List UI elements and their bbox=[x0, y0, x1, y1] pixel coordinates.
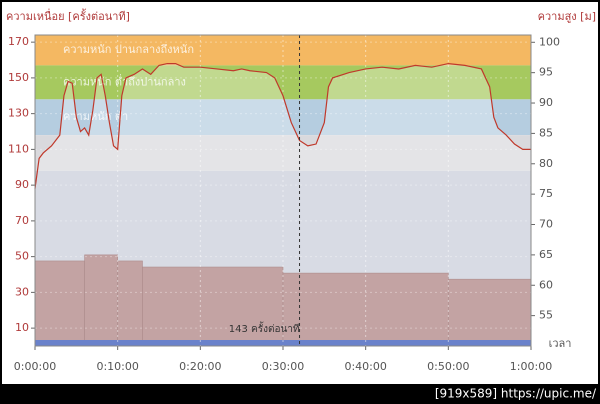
y-tick-label: 170 bbox=[8, 35, 29, 48]
y-tick-label: 70 bbox=[15, 214, 29, 227]
y2-tick-label: 65 bbox=[539, 248, 553, 261]
y2-tick-label: 95 bbox=[539, 66, 553, 79]
altitude-area bbox=[117, 260, 143, 347]
watermark: [919x589] https://upic.me/ bbox=[435, 387, 597, 401]
y2-tick-label: 100 bbox=[539, 35, 560, 48]
y-tick-label: 50 bbox=[15, 250, 29, 263]
x-tick-label: 0:40:00 bbox=[344, 360, 386, 373]
x-tick-label: 0:00:00 bbox=[14, 360, 56, 373]
x-tick-label: 0:30:00 bbox=[262, 360, 304, 373]
y-tick-label: 30 bbox=[15, 285, 29, 298]
altitude-area bbox=[142, 266, 284, 347]
x-tick-label: 0:20:00 bbox=[179, 360, 221, 373]
hr-line bbox=[34, 62, 531, 189]
y2-tick-label: 55 bbox=[539, 309, 553, 322]
y2-tick-label: 70 bbox=[539, 218, 553, 231]
footer-bar bbox=[0, 384, 600, 404]
y2-tick-label: 80 bbox=[539, 157, 553, 170]
x-tick-label: 1:00:00 bbox=[510, 360, 552, 373]
zone-strip bbox=[35, 340, 531, 346]
y-tick-label: 110 bbox=[8, 142, 29, 155]
hr-area bbox=[35, 63, 531, 346]
x-tick-label: 0:50:00 bbox=[427, 360, 469, 373]
y-axis-label: ความเหนื่อย [ครั้งต่อนาที] bbox=[6, 8, 130, 23]
y2-tick-label: 60 bbox=[539, 278, 553, 291]
y-tick-label: 150 bbox=[8, 71, 29, 84]
plot-frame bbox=[34, 34, 532, 347]
zone-label: ความหนัก ต่ำ bbox=[63, 108, 128, 123]
zone-label: ความหนัก ปานกลางถึงหนัก bbox=[63, 43, 194, 56]
cursor-annotation: 143 ครั้งต่อนาที bbox=[229, 321, 300, 335]
y2-axis-label: ความสูง [ม] bbox=[538, 10, 596, 23]
y-tick-label: 130 bbox=[8, 107, 29, 120]
y-tick-label: 10 bbox=[15, 321, 29, 334]
y2-tick-label: 90 bbox=[539, 96, 553, 109]
zone-label: ความหนัก ต่ำถึงปานกลาง bbox=[63, 73, 186, 88]
y2-tick-label: 85 bbox=[539, 126, 553, 139]
y2-tick-label: 75 bbox=[539, 187, 553, 200]
x-axis-label: เวลา bbox=[549, 337, 572, 350]
y-tick-label: 90 bbox=[15, 178, 29, 191]
x-tick-label: 0:10:00 bbox=[96, 360, 138, 373]
